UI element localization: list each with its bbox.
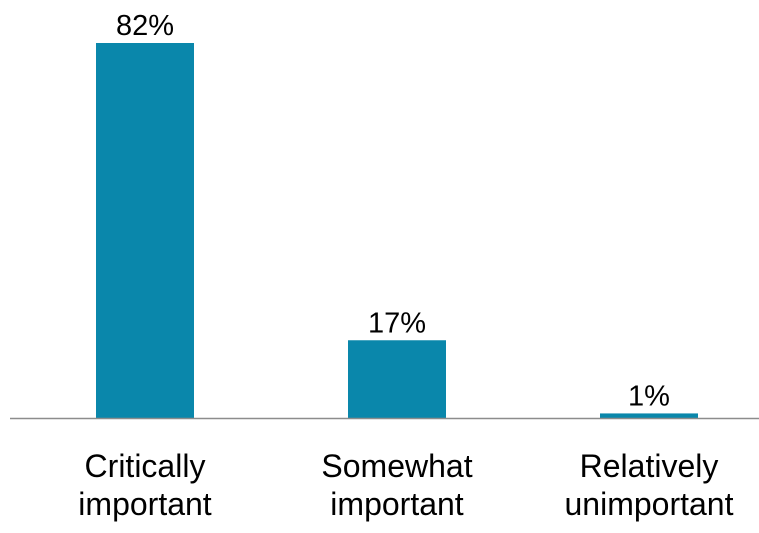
category-label-0-line-0: Critically bbox=[85, 448, 206, 484]
labels-layer: 82%Criticallyimportant17%Somewhatimporta… bbox=[78, 10, 733, 522]
category-label-1-line-0: Somewhat bbox=[321, 448, 472, 484]
bars-layer bbox=[96, 43, 698, 418]
bar-2 bbox=[600, 413, 698, 418]
bar-0 bbox=[96, 43, 194, 418]
data-label-0: 82% bbox=[116, 10, 174, 42]
category-label-1-line-1: important bbox=[330, 486, 464, 522]
data-label-1: 17% bbox=[368, 307, 426, 339]
data-label-2: 1% bbox=[628, 380, 670, 412]
category-label-0-line-1: important bbox=[78, 486, 212, 522]
bar-1 bbox=[348, 340, 446, 418]
category-label-2-line-0: Relatively bbox=[580, 448, 719, 484]
category-label-2-line-1: unimportant bbox=[565, 486, 734, 522]
